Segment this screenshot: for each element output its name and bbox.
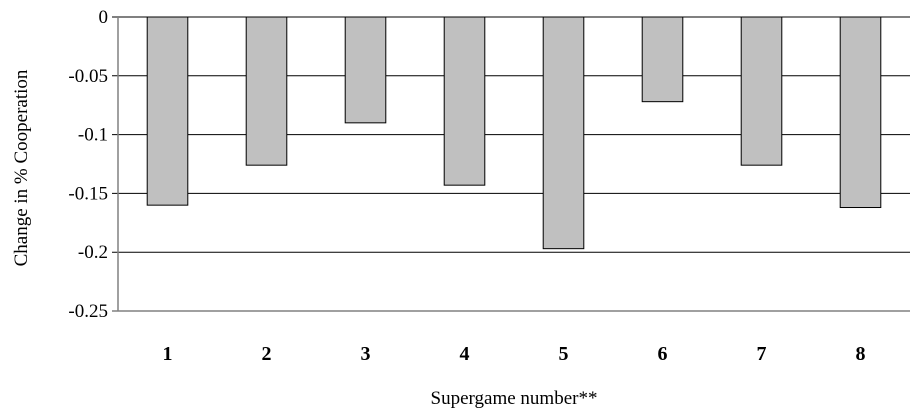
y-tick-label: -0.1: [78, 125, 108, 146]
bar-4: [443, 16, 486, 186]
bar-2: [245, 16, 288, 166]
x-category-label: 3: [361, 343, 371, 365]
x-axis-title: Supergame number**: [431, 388, 598, 409]
bar-6: [641, 16, 684, 103]
bar-7: [740, 16, 783, 166]
y-tick-label: -0.05: [68, 66, 108, 87]
x-category-label: 4: [460, 343, 470, 365]
gridlines: [112, 16, 910, 312]
bar-3: [344, 16, 387, 124]
y-tick-label: -0.25: [68, 301, 108, 322]
y-tick-label: 0: [99, 7, 109, 28]
bar-8: [839, 16, 882, 209]
x-category-label: 8: [856, 343, 866, 365]
x-category-labels: 1 2 3 4 5 6 7 8: [163, 343, 866, 365]
x-category-label: 6: [658, 343, 668, 365]
x-category-label: 5: [559, 343, 569, 365]
y-tick-label: -0.2: [78, 242, 108, 263]
bar-1: [146, 16, 189, 206]
y-axis-title: Change in % Cooperation: [11, 69, 32, 266]
x-category-label: 2: [262, 343, 272, 365]
x-category-label: 7: [757, 343, 767, 365]
bar-5: [542, 16, 585, 250]
y-tick-labels: 0 -0.05 -0.1 -0.15 -0.2 -0.25: [68, 7, 108, 322]
bars: [146, 16, 882, 250]
x-category-label: 1: [163, 343, 173, 365]
y-tick-label: -0.15: [68, 183, 108, 204]
